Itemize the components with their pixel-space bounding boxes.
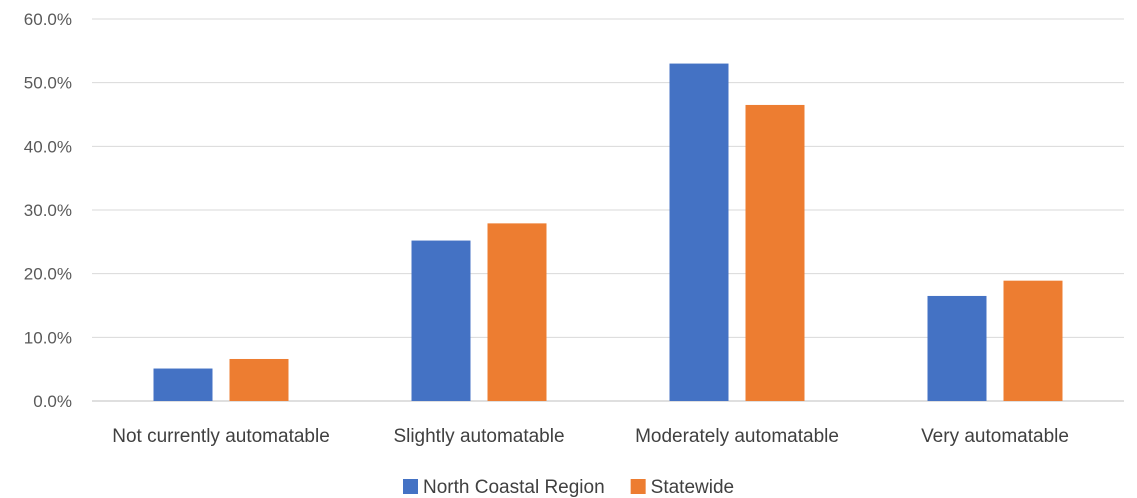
bar-north-coastal-region-0	[153, 368, 213, 401]
y-tick-label: 60.0%	[24, 10, 72, 29]
x-category-label: Not currently automatable	[112, 426, 330, 447]
x-category-label: Slightly automatable	[393, 426, 564, 447]
x-axis-category-labels: Not currently automatable Slightly automa…	[112, 426, 1069, 447]
bars	[153, 63, 1063, 402]
bar-north-coastal-region-2	[669, 63, 729, 402]
bar-north-coastal-region-3	[927, 295, 987, 401]
bar-statewide-0	[229, 358, 289, 401]
bar-statewide-1	[487, 223, 547, 401]
y-tick-label: 0.0%	[33, 392, 72, 411]
y-tick-label: 10.0%	[24, 328, 72, 347]
gridlines	[92, 18, 1124, 402]
bar-north-coastal-region-1	[411, 240, 471, 401]
bar-statewide-3	[1003, 280, 1063, 401]
bar-statewide-2	[745, 104, 805, 401]
legend-label: North Coastal Region	[423, 477, 605, 498]
legend-label: Statewide	[651, 477, 734, 498]
y-tick-label: 30.0%	[24, 201, 72, 220]
legend: North Coastal Region Statewide	[403, 477, 734, 498]
x-category-label: Very automatable	[921, 426, 1069, 447]
legend-swatch	[403, 479, 418, 494]
y-tick-label: 20.0%	[24, 265, 72, 284]
y-tick-label: 50.0%	[24, 74, 72, 93]
x-category-label: Moderately automatable	[635, 426, 839, 447]
legend-swatch	[630, 479, 646, 494]
y-tick-label: 40.0%	[24, 137, 72, 156]
y-axis-tick-labels: 0.0% 10.0% 20.0% 30.0% 40.0% 50.0% 60.0%	[24, 10, 72, 411]
